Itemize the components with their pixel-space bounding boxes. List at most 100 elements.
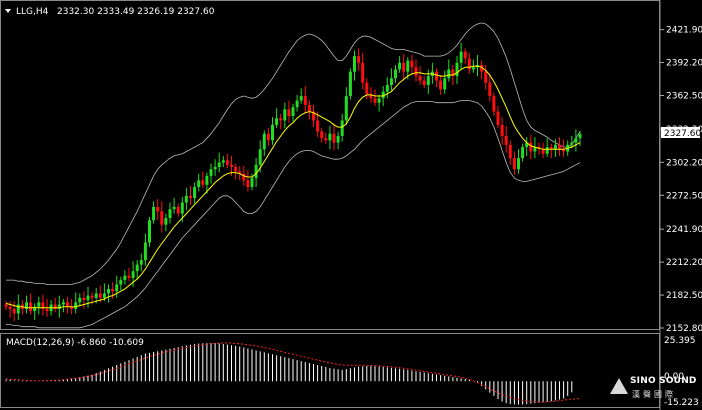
candle-body [303,96,307,105]
candle-body [234,167,238,172]
candle-body [246,180,250,187]
candle-body [53,304,57,309]
y-tick-label: 2421.90 [666,26,702,36]
candle-body [139,260,143,265]
candle-body [336,135,340,143]
candle-body [480,65,484,72]
candle-body [402,62,406,72]
macd-signal-line [5,342,581,403]
logo-subtext: 漢聲國際 [632,390,676,399]
y-tick-label: 2152.80 [666,324,702,334]
candle-body [209,169,213,176]
y-tick-label: 2212.20 [666,258,702,268]
candle-body [12,308,16,314]
candle-body [455,62,459,77]
candle-body [373,98,377,103]
candle-body [418,76,422,81]
current-price-marker: 2327.60 [661,127,701,139]
candle-body [225,160,229,165]
candle-body [471,67,475,70]
candle-body [361,62,365,83]
candle-body [435,71,438,81]
candle-body [574,138,578,143]
candle-body [41,302,45,309]
candle-body [16,304,20,314]
candle-body [521,147,525,159]
candle-body [279,118,283,121]
candle-body [29,302,33,312]
candle-body [37,302,41,307]
candle-body [578,134,582,139]
candle-body [242,173,246,181]
candle-body [164,218,168,225]
candle-body [148,220,151,243]
candle-body [197,180,201,187]
candle-body [82,297,86,301]
logo-mark-icon [610,378,628,394]
candle-body [262,133,266,150]
candle-body [254,164,258,179]
candle-body [33,306,37,312]
candle-body [230,164,233,168]
candle-body [533,147,537,152]
candle-body [365,82,369,94]
candle-body [344,96,348,121]
candle-body [25,302,28,309]
y-tick-label: 2302.20 [666,158,702,168]
moving-average-line [5,65,581,309]
collapse-triangle-icon[interactable] [5,9,11,13]
candle-body [320,131,324,139]
candle-body [312,111,315,121]
y-tick-label: 2272.50 [666,191,702,201]
candle-body [111,288,115,292]
candle-body [377,98,381,103]
candle-body [414,67,418,77]
candle-body [291,107,295,117]
candle-body [119,280,123,285]
candle-body [504,135,508,145]
candle-body [463,51,467,59]
macd-histogram [5,342,573,405]
bollinger-bands [6,22,581,329]
candle-body [512,158,516,170]
candle-body [385,84,389,92]
ohlc-values: 2332.30 2333.49 2326.19 2327.60 [57,7,215,17]
macd-signal-path [5,342,581,403]
candle-body [443,78,447,90]
candle-body [213,167,217,170]
candle-body [496,111,500,125]
candle-body [168,209,172,219]
candle-body [45,308,49,312]
macd-axis-zero: 0.00 [664,372,684,382]
candle-body [508,144,512,159]
candle-body [525,142,529,148]
candle-body [98,293,102,298]
candle-body [94,293,98,298]
candle-body [500,124,504,136]
candle-body [406,60,410,72]
candle-body [180,202,184,214]
candle-body [447,69,451,79]
candle-body [529,142,533,152]
candle-body [8,306,12,309]
y-tick-label: 2241.90 [666,225,702,235]
macd-label: MACD(12,26,9) -6.860 -10.609 [6,338,144,348]
candle-body [394,69,397,79]
candle-body [488,82,492,97]
current-price-label: 2327.60 [664,129,701,139]
candle-body [517,158,520,170]
candle-body [558,144,561,150]
candle-body [238,171,242,174]
candle-body [389,78,393,85]
candle-body [184,195,188,203]
candle-body [410,60,414,68]
candle-body [90,295,94,298]
candle-body [553,144,557,150]
candle-body [201,180,205,185]
candle-body [70,306,74,309]
candle-body [283,109,287,121]
candle-body [123,275,127,281]
candle-body [193,186,197,199]
